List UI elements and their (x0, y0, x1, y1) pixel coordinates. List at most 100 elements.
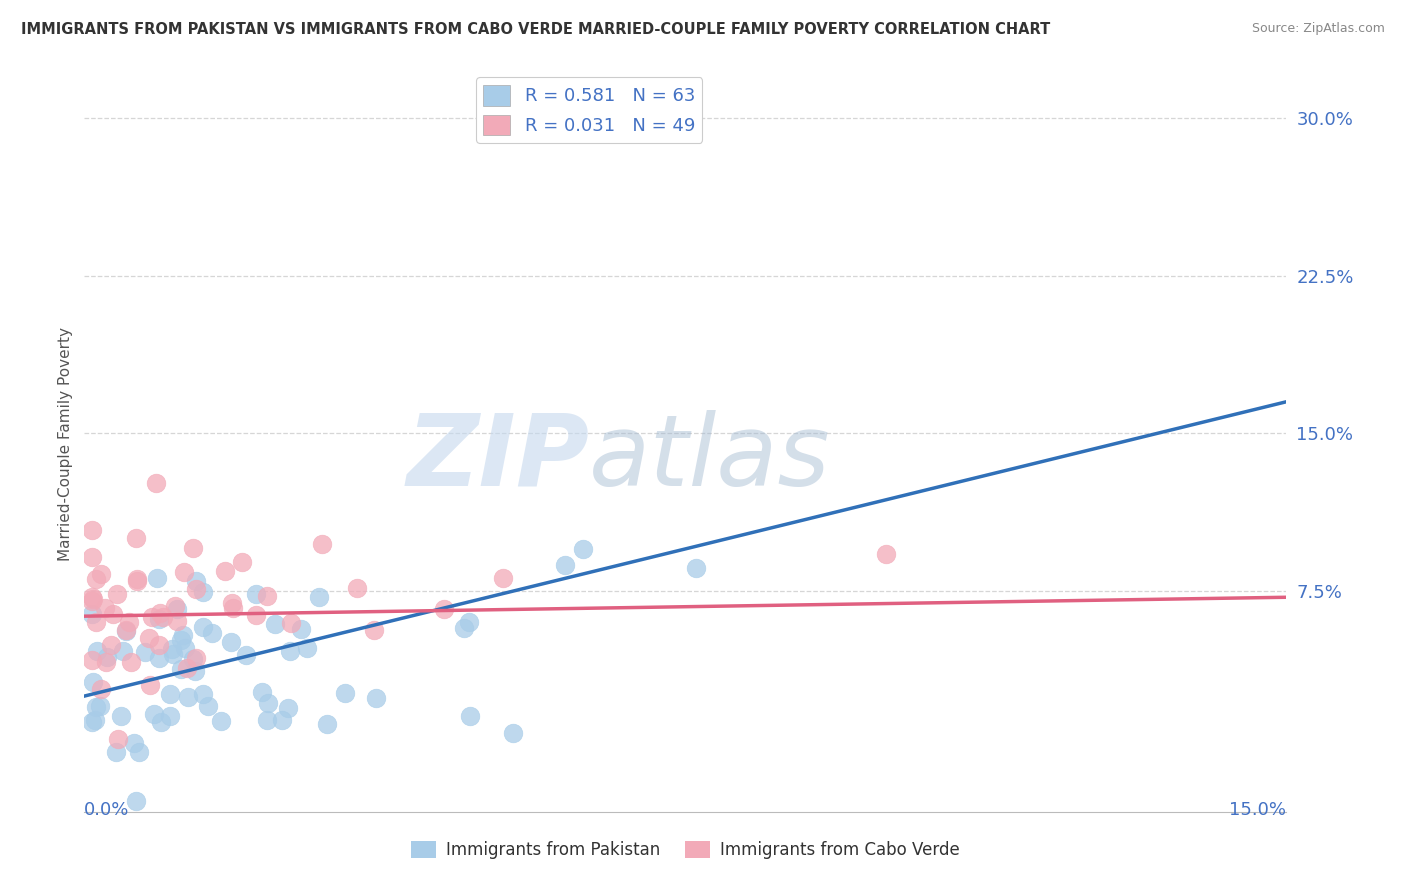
Point (209, 714, 232, 728)
Point (145, 475, 167, 490)
Point (277, 701, 299, 715)
Point (184, 665, 207, 679)
Point (221, 634, 243, 648)
Point (163, 599, 186, 614)
Point (256, 590, 278, 604)
Point (82, 594, 104, 608)
Point (115, 624, 138, 638)
Point (82, 550, 104, 565)
Point (363, 623, 385, 637)
Point (96, 655, 118, 669)
Point (235, 648, 257, 662)
Point (458, 709, 481, 723)
Point (290, 622, 312, 636)
Point (184, 651, 207, 665)
Point (457, 615, 479, 629)
Point (115, 623, 138, 637)
Point (86, 643, 108, 657)
Point (138, 678, 160, 692)
Point (105, 587, 128, 601)
Point (82, 591, 104, 606)
Point (120, 655, 142, 669)
Point (176, 660, 198, 674)
Point (264, 617, 287, 632)
Point (316, 717, 339, 731)
Point (128, 745, 150, 759)
Point (90, 567, 112, 582)
Point (685, 560, 707, 574)
Point (96, 650, 118, 665)
Point (173, 566, 195, 580)
Point (111, 644, 134, 658)
Point (143, 707, 166, 722)
Point (86, 699, 108, 714)
Point (554, 558, 576, 573)
Point (162, 642, 184, 657)
Point (308, 590, 330, 604)
Point (86, 615, 108, 629)
Point (107, 732, 129, 747)
Point (82, 607, 104, 621)
Point (257, 696, 280, 710)
Point (502, 726, 524, 740)
Point (82, 523, 104, 537)
Point (166, 614, 188, 628)
Point (214, 564, 236, 578)
Point (125, 794, 148, 808)
Point (94, 600, 117, 615)
Point (150, 715, 173, 730)
Point (433, 602, 456, 616)
Point (221, 596, 243, 610)
Text: 15.0%: 15.0% (1229, 801, 1286, 819)
Point (172, 628, 194, 642)
Point (162, 648, 184, 662)
Point (245, 586, 267, 600)
Point (174, 640, 197, 655)
Point (170, 662, 193, 676)
Point (82, 675, 104, 690)
Point (138, 631, 160, 645)
Point (181, 652, 204, 666)
Text: IMMIGRANTS FROM PAKISTAN VS IMMIGRANTS FROM CABO VERDE MARRIED-COUPLE FAMILY POV: IMMIGRANTS FROM PAKISTAN VS IMMIGRANTS F… (21, 22, 1050, 37)
Point (197, 698, 219, 713)
Point (166, 602, 188, 616)
Point (84, 714, 107, 728)
Point (271, 713, 294, 727)
Point (191, 687, 214, 701)
Point (191, 584, 214, 599)
Point (177, 690, 200, 705)
Point (134, 645, 156, 659)
Point (148, 651, 170, 665)
Point (148, 612, 170, 626)
Point (280, 615, 302, 630)
Text: 0.0%: 0.0% (84, 801, 129, 819)
Point (572, 541, 595, 556)
Point (159, 687, 181, 701)
Point (184, 574, 207, 588)
Point (148, 638, 170, 652)
Point (346, 581, 368, 595)
Point (222, 601, 245, 615)
Point (364, 690, 387, 705)
Legend: Immigrants from Pakistan, Immigrants from Cabo Verde: Immigrants from Pakistan, Immigrants fro… (405, 834, 966, 866)
Point (875, 547, 897, 561)
Point (141, 609, 163, 624)
Text: ZIP: ZIP (406, 410, 589, 507)
Point (101, 607, 124, 621)
Point (335, 686, 357, 700)
Point (152, 610, 174, 624)
Point (193, 620, 215, 634)
Point (311, 536, 333, 550)
Point (105, 745, 128, 759)
Point (124, 736, 146, 750)
Point (250, 684, 273, 698)
Point (148, 606, 170, 620)
Point (159, 709, 181, 723)
Point (82, 590, 104, 604)
Point (84, 572, 107, 586)
Point (125, 574, 148, 588)
Point (82, 714, 104, 729)
Point (181, 541, 204, 555)
Point (492, 570, 515, 584)
Text: Source: ZipAtlas.com: Source: ZipAtlas.com (1251, 22, 1385, 36)
